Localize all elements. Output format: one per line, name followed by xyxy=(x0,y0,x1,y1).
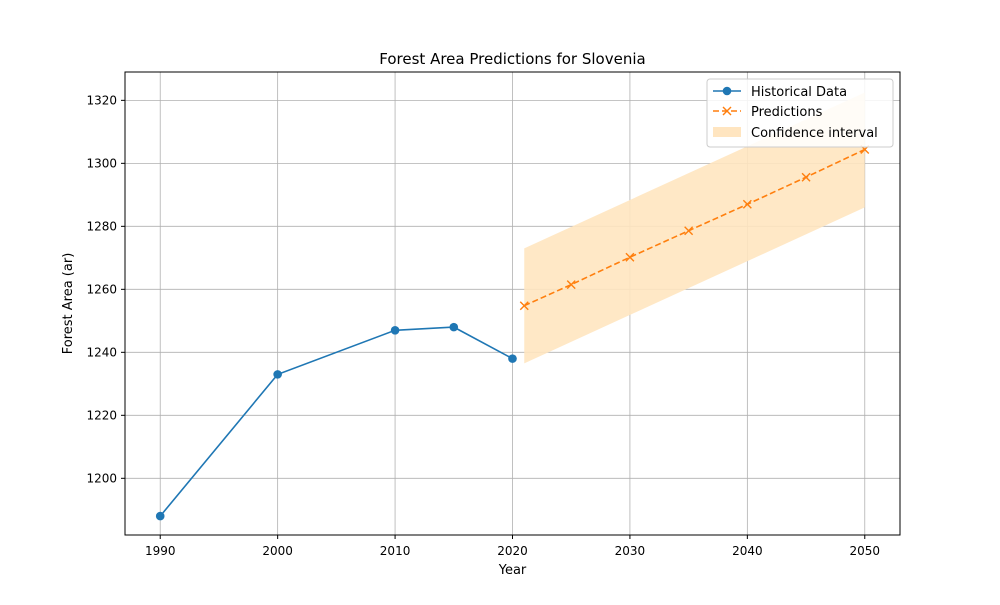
prediction-marker-stroke xyxy=(519,301,529,311)
prediction-point xyxy=(742,199,752,209)
historical-data-line xyxy=(159,326,513,517)
x-axis-label: Year xyxy=(498,563,527,578)
x-tick-label: 2010 xyxy=(380,544,411,558)
y-tick-label: 1240 xyxy=(86,345,117,359)
prediction-marker-stroke xyxy=(625,252,635,262)
y-tick-label: 1280 xyxy=(86,219,117,233)
y-tick-label: 1260 xyxy=(86,282,117,296)
y-tick-label: 1300 xyxy=(86,156,117,170)
prediction-marker-stroke xyxy=(742,199,752,209)
legend-marker-historical xyxy=(722,86,732,96)
historical-data-point xyxy=(273,370,282,379)
y-tick-label: 1220 xyxy=(86,408,117,422)
prediction-marker-stroke xyxy=(566,280,576,290)
legend-label-predictions: Predictions xyxy=(751,105,823,120)
historical-data-point xyxy=(155,511,165,521)
prediction-point xyxy=(566,280,576,290)
x-tick-label: 1990 xyxy=(145,544,176,558)
legend-label-confidence: Confidence interval xyxy=(751,126,878,141)
historical-data-point xyxy=(390,325,400,335)
x-tick-label: 2030 xyxy=(615,544,646,558)
historical-data-point xyxy=(508,354,517,363)
prediction-point xyxy=(625,252,635,262)
y-tick-label: 1200 xyxy=(86,471,117,485)
chart-title: Forest Area Predictions for Slovenia xyxy=(379,50,645,68)
prediction-point xyxy=(801,172,811,182)
x-tick-label: 2040 xyxy=(732,544,763,558)
legend-label-historical: Historical Data xyxy=(751,85,847,100)
legend-marker-predictions xyxy=(722,106,732,116)
confidence-interval-band xyxy=(524,92,865,364)
x-tick-label: 2020 xyxy=(497,544,528,558)
y-tick-label: 1320 xyxy=(86,93,117,107)
historical-data-point xyxy=(449,322,459,332)
tick-layer: 1990 2000 2010 2020 2030 2040 2050 1200 1220 1240… xyxy=(86,93,880,558)
x-tick-label: 2000 xyxy=(262,544,293,558)
prediction-marker-stroke xyxy=(801,172,811,182)
prediction-point xyxy=(684,226,694,236)
y-axis-label: Forest Area (ar) xyxy=(61,253,76,355)
legend: Historical Data Predictions Confidence i… xyxy=(706,78,894,148)
legend-box xyxy=(706,78,894,148)
legend-swatch-confidence xyxy=(713,127,741,137)
x-tick-label: 2050 xyxy=(849,544,880,558)
confidence-interval-layer xyxy=(524,92,865,364)
prediction-point xyxy=(519,301,529,311)
prediction-marker-stroke xyxy=(684,226,694,236)
